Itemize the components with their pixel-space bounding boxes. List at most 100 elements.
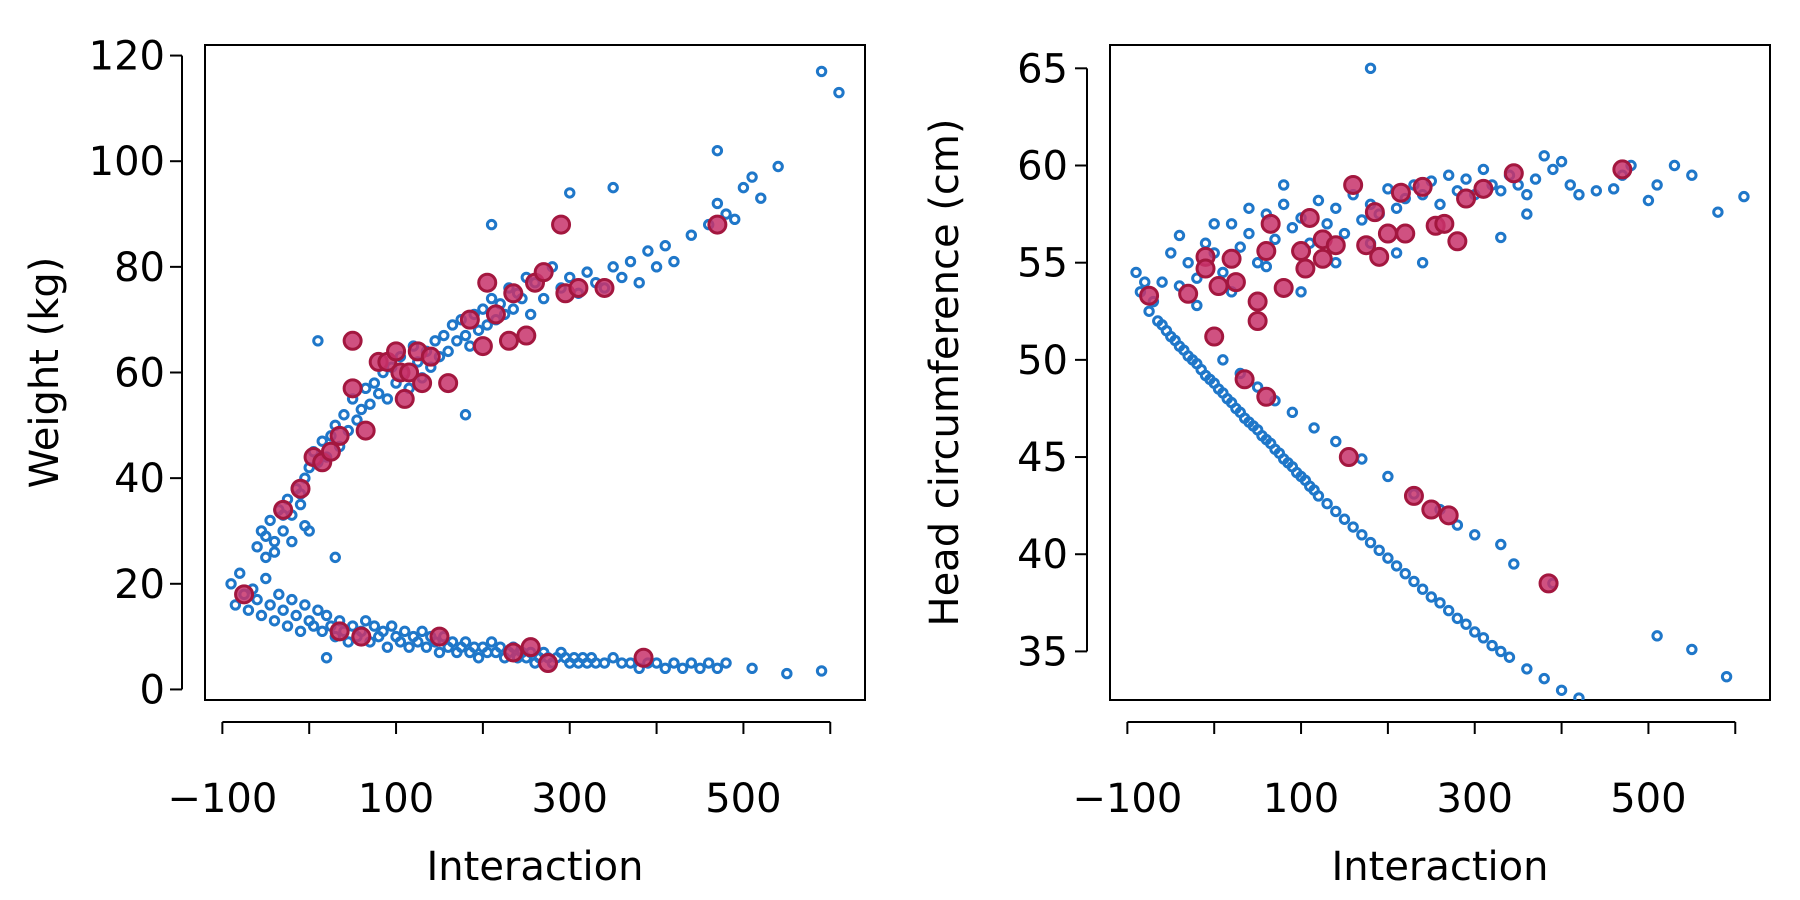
scatter-point-highlight	[1221, 248, 1242, 269]
scatter-point-highlight	[1369, 246, 1390, 267]
scatter-point-highlight	[1312, 248, 1333, 269]
scatter-point	[1269, 233, 1281, 246]
scatter-point	[1286, 406, 1299, 419]
scatter-point	[1495, 538, 1507, 551]
scatter-point-highlight	[412, 373, 433, 394]
scatter-point	[1442, 604, 1455, 617]
y-tick-label: 100	[89, 139, 165, 185]
y-tick-label: 20	[114, 562, 165, 608]
scatter-point-highlight	[503, 283, 524, 304]
scatter-point	[581, 266, 593, 278]
scatter-point	[1199, 237, 1212, 249]
scatter-point	[1143, 305, 1155, 317]
scatter-point	[464, 340, 476, 352]
scatter-point	[720, 208, 732, 220]
scatter-point	[524, 308, 537, 321]
scatter-point	[386, 620, 398, 632]
scatter-point	[685, 657, 698, 669]
x-tick-label: −100	[1072, 776, 1182, 822]
scatter-point	[446, 319, 459, 331]
scatter-point	[607, 261, 619, 273]
scatter-point	[255, 609, 268, 622]
y-axis-title: Head circumference (cm)	[922, 119, 968, 627]
scatter-point-highlight	[1325, 235, 1346, 256]
scatter-point-highlight	[477, 272, 498, 293]
scatter-point	[307, 620, 320, 632]
y-tick-label: 50	[1017, 338, 1068, 384]
scatter-point	[1330, 505, 1342, 518]
scatter-point	[364, 398, 376, 410]
scatter-point	[359, 382, 372, 395]
scatter-point	[781, 667, 793, 680]
scatter-point-highlight	[1438, 505, 1459, 526]
scatter-point	[412, 636, 424, 648]
scatter-point-highlight	[1473, 178, 1494, 199]
points-layer	[1130, 62, 1750, 700]
scatter-point	[1330, 202, 1342, 214]
scatter-point	[303, 525, 315, 537]
scatter-point	[1295, 286, 1307, 298]
scatter-point	[815, 665, 828, 677]
scatter-point-highlight	[1338, 447, 1359, 468]
scatter-point-highlight	[355, 420, 376, 441]
scatter-point-highlight	[420, 346, 441, 367]
scatter-point	[1460, 618, 1472, 630]
scatter-point	[1156, 276, 1168, 288]
scatter-point	[316, 435, 328, 447]
scatter-point	[616, 271, 628, 284]
scatter-point	[273, 588, 285, 601]
scatter-point	[1451, 519, 1464, 531]
scatter-point	[1469, 626, 1481, 638]
scatter-point	[260, 551, 272, 564]
scatter-point	[1538, 150, 1550, 162]
y-tick-label: 35	[1017, 629, 1068, 675]
y-tick-label: 40	[114, 456, 165, 502]
scatter-point-highlight	[1612, 159, 1633, 180]
scatter-point	[1442, 169, 1455, 181]
scatter-point	[399, 625, 411, 638]
scatter-point	[1712, 206, 1724, 218]
scatter-point	[316, 625, 328, 638]
scatter-point	[1399, 567, 1411, 580]
scatter-point	[1330, 256, 1342, 269]
scatter-point	[1495, 185, 1507, 197]
scatter-point	[355, 403, 368, 416]
scatter-point	[351, 414, 363, 426]
scatter-point	[711, 662, 724, 675]
scatter-point	[286, 593, 298, 606]
scatter-point-highlight	[1295, 258, 1316, 279]
scatter-point	[668, 255, 680, 268]
scatter-point	[1312, 194, 1325, 207]
scatter-point	[1356, 529, 1368, 541]
scatter-point	[1529, 173, 1542, 185]
scatter-point	[1173, 229, 1186, 242]
scatter-point	[329, 551, 341, 564]
scatter-point	[268, 535, 281, 548]
scatter-point-highlight	[503, 642, 524, 663]
scatter-point	[772, 160, 784, 173]
scatter-point	[472, 652, 485, 664]
scatter-point-highlight	[1273, 277, 1294, 298]
scatter-point	[1382, 470, 1394, 483]
x-tick-label: 100	[1263, 776, 1339, 822]
y-tick-label: 45	[1017, 435, 1068, 481]
scatter-point	[277, 525, 289, 537]
scatter-point	[1382, 552, 1394, 564]
scatter-point	[438, 329, 450, 342]
scatter-point	[1651, 630, 1663, 642]
scatter-point-highlight	[1204, 326, 1225, 347]
scatter-point	[312, 604, 324, 616]
scatter-point	[755, 192, 767, 204]
scatter-point	[1738, 190, 1750, 203]
scatter-point	[320, 652, 333, 664]
scatter-point-highlight	[538, 653, 559, 674]
scatter-point	[242, 604, 255, 616]
scatter-point	[1555, 155, 1568, 168]
scatter-point	[359, 615, 372, 627]
scatter-point-highlight	[568, 277, 589, 298]
scatter-point	[668, 657, 680, 669]
scatter-point	[1607, 183, 1620, 195]
y-tick-label: 0	[140, 667, 165, 713]
scatter-point-highlight	[1247, 310, 1268, 331]
